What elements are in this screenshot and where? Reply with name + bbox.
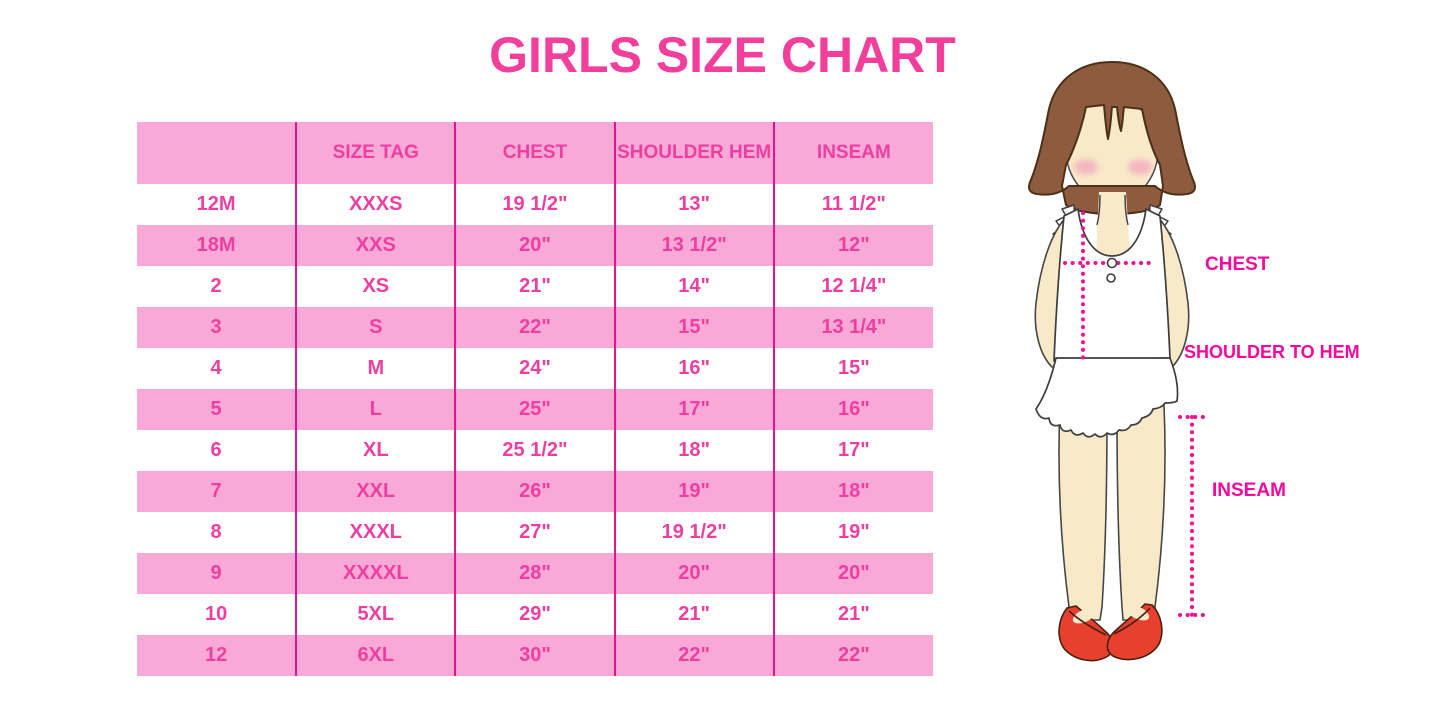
table-cell: L bbox=[295, 389, 456, 430]
table-cell: 12 1/4" bbox=[772, 266, 933, 307]
measurement-figure-container: CHEST SHOULDER TO HEM INSEAM bbox=[1000, 55, 1440, 675]
table-cell: XXL bbox=[295, 471, 456, 512]
table-cell: XL bbox=[295, 430, 456, 471]
inseam-label: INSEAM bbox=[1212, 480, 1286, 501]
table-row: 5 L 25" 17" 16" bbox=[137, 389, 933, 430]
table-row: 6 XL 25 1/2" 18" 17" bbox=[137, 430, 933, 471]
table-cell: 10 bbox=[137, 594, 297, 635]
table-cell: 21" bbox=[454, 266, 615, 307]
table-cell: 13" bbox=[613, 184, 774, 225]
table-cell: 20" bbox=[613, 553, 774, 594]
blush-right bbox=[1128, 159, 1152, 175]
table-cell: 12M bbox=[137, 184, 297, 225]
table-row: 10 5XL 29" 21" 21" bbox=[137, 594, 933, 635]
table-cell: 24" bbox=[454, 348, 615, 389]
shoulder-to-hem-label: SHOULDER TO HEM bbox=[1184, 342, 1360, 362]
table-cell: 17" bbox=[613, 389, 774, 430]
table-cell: 16" bbox=[772, 389, 933, 430]
table-cell: 18" bbox=[772, 471, 933, 512]
table-cell: 22" bbox=[772, 635, 933, 676]
shirt-button-2 bbox=[1106, 273, 1116, 283]
header-cell: CHEST bbox=[454, 122, 615, 184]
header-cell: SIZE TAG bbox=[295, 122, 456, 184]
girl-illustration: CHEST SHOULDER TO HEM INSEAM bbox=[1028, 61, 1360, 662]
table-cell: 21" bbox=[613, 594, 774, 635]
table-cell: 7 bbox=[137, 471, 297, 512]
header-cell: INSEAM bbox=[772, 122, 933, 184]
table-cell: M bbox=[295, 348, 456, 389]
table-cell: 22" bbox=[613, 635, 774, 676]
blush-left bbox=[1074, 159, 1098, 175]
table-cell: 9 bbox=[137, 553, 297, 594]
shoe-left bbox=[1058, 605, 1115, 662]
table-cell: 29" bbox=[454, 594, 615, 635]
table-cell: XXXXL bbox=[295, 553, 456, 594]
table-cell: 8 bbox=[137, 512, 297, 553]
table-cell: 21" bbox=[772, 594, 933, 635]
table-cell: 28" bbox=[454, 553, 615, 594]
girl-skirt bbox=[1035, 357, 1179, 438]
table-row: 12 6XL 30" 22" 22" bbox=[137, 635, 933, 676]
table-cell: S bbox=[295, 307, 456, 348]
table-cell: 13 1/2" bbox=[613, 225, 774, 266]
girl-top bbox=[1053, 208, 1171, 362]
table-cell: 22" bbox=[454, 307, 615, 348]
table-cell: 25 1/2" bbox=[454, 430, 615, 471]
table-row: 2 XS 21" 14" 12 1/4" bbox=[137, 266, 933, 307]
header-cell bbox=[137, 122, 297, 184]
shoe-right bbox=[1106, 603, 1163, 661]
table-row: 12M XXXS 19 1/2" 13" 11 1/2" bbox=[137, 184, 933, 225]
leg-right bbox=[1116, 404, 1166, 621]
table-cell: 30" bbox=[454, 635, 615, 676]
table-row: 3 S 22" 15" 13 1/4" bbox=[137, 307, 933, 348]
table-cell: 12" bbox=[772, 225, 933, 266]
table-cell: 26" bbox=[454, 471, 615, 512]
table-cell: 18" bbox=[613, 430, 774, 471]
table-row: 7 XXL 26" 19" 18" bbox=[137, 471, 933, 512]
size-chart-table-container: SIZE TAG CHEST SHOULDER HEM INSEAM 12M XXXS 19… bbox=[137, 122, 933, 676]
size-table: SIZE TAG CHEST SHOULDER HEM INSEAM 12M XXXS 19… bbox=[137, 122, 933, 676]
girl-neck bbox=[1096, 192, 1130, 255]
table-cell: 4 bbox=[137, 348, 297, 389]
page-title: GIRLS SIZE CHART bbox=[489, 27, 956, 83]
table-cell: 12 bbox=[137, 635, 297, 676]
table-cell: 6 bbox=[137, 430, 297, 471]
table-cell: 2 bbox=[137, 266, 297, 307]
table-row: 8 XXXL 27" 19 1/2" 19" bbox=[137, 512, 933, 553]
table-cell: XXXL bbox=[295, 512, 456, 553]
table-cell: 19 1/2" bbox=[454, 184, 615, 225]
table-cell: 13 1/4" bbox=[772, 307, 933, 348]
table-cell: 5XL bbox=[295, 594, 456, 635]
table-row: 18M XXS 20" 13 1/2" 12" bbox=[137, 225, 933, 266]
table-cell: 5 bbox=[137, 389, 297, 430]
table-cell: 16" bbox=[613, 348, 774, 389]
chest-label: CHEST bbox=[1205, 254, 1270, 275]
table-cell: 20" bbox=[772, 553, 933, 594]
table-cell: 17" bbox=[772, 430, 933, 471]
header-row: SIZE TAG CHEST SHOULDER HEM INSEAM bbox=[137, 122, 933, 184]
table-cell: 25" bbox=[454, 389, 615, 430]
table-cell: XS bbox=[295, 266, 456, 307]
table-cell: 19 1/2" bbox=[613, 512, 774, 553]
table-cell: 14" bbox=[613, 266, 774, 307]
table-cell: 27" bbox=[454, 512, 615, 553]
table-cell: XXS bbox=[295, 225, 456, 266]
table-cell: 11 1/2" bbox=[772, 184, 933, 225]
table-cell: 15" bbox=[772, 348, 933, 389]
table-cell: 18M bbox=[137, 225, 297, 266]
table-cell: 20" bbox=[454, 225, 615, 266]
table-cell: 15" bbox=[613, 307, 774, 348]
table-row: 9 XXXXL 28" 20" 20" bbox=[137, 553, 933, 594]
table-cell: 6XL bbox=[295, 635, 456, 676]
shirt-button-1 bbox=[1106, 257, 1118, 269]
header-cell: SHOULDER HEM bbox=[613, 122, 774, 184]
girl-hair bbox=[1028, 61, 1196, 215]
table-cell: 3 bbox=[137, 307, 297, 348]
table-cell: XXXS bbox=[295, 184, 456, 225]
table-cell: 19" bbox=[772, 512, 933, 553]
table-cell: 19" bbox=[613, 471, 774, 512]
table-row: 4 M 24" 16" 15" bbox=[137, 348, 933, 389]
